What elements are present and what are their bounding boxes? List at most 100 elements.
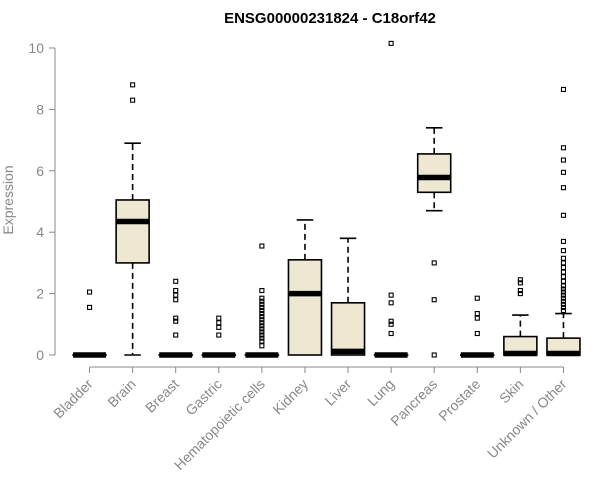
outlier-point xyxy=(517,280,523,286)
box-gastric xyxy=(201,315,237,358)
y-axis-title: Expression xyxy=(0,165,16,234)
outlier-point xyxy=(560,86,567,92)
x-tick-label: Breast xyxy=(142,376,182,416)
outlier-point xyxy=(560,295,567,301)
outlier-point xyxy=(216,332,222,338)
outlier-point xyxy=(259,320,265,326)
x-tick-label: Pancreas xyxy=(387,376,440,429)
x-tick-label: Skin xyxy=(496,376,527,407)
outlier-point xyxy=(259,287,265,294)
outlier-point xyxy=(216,324,222,330)
outlier-point xyxy=(560,274,567,280)
x-tick-label: Lung xyxy=(364,376,397,409)
y-tick-label: 10 xyxy=(28,40,44,56)
x-tick-label: Gastric xyxy=(182,376,225,419)
outlier-point xyxy=(259,317,265,323)
outlier-point xyxy=(560,298,567,304)
y-tick-label: 0 xyxy=(36,347,44,363)
y-tick-label: 2 xyxy=(36,286,44,302)
outlier-point xyxy=(259,307,265,314)
box-bladder xyxy=(72,289,107,358)
outlier-point xyxy=(130,97,136,103)
x-tick-label: Prostate xyxy=(435,376,483,424)
outlier-point xyxy=(560,185,567,191)
outlier-point xyxy=(560,304,567,310)
outlier-point xyxy=(474,315,480,321)
outlier-point xyxy=(517,287,523,294)
outlier-point xyxy=(130,82,136,88)
x-tick-label: Unknown / Other xyxy=(484,376,570,462)
outlier-point xyxy=(173,287,179,294)
outlier-point xyxy=(173,315,179,321)
outlier-point xyxy=(259,326,265,332)
outlier-point xyxy=(560,248,567,254)
outlier-point xyxy=(259,243,265,249)
outlier-point xyxy=(517,277,523,283)
outlier-point xyxy=(259,343,265,349)
outlier-point xyxy=(259,332,265,338)
outlier-point xyxy=(259,323,265,329)
outlier-point xyxy=(560,286,567,292)
box-breast xyxy=(158,278,194,358)
x-tick-label: Kidney xyxy=(269,376,311,418)
outlier-point xyxy=(259,295,265,301)
chart-title: ENSG00000231824 - C18orf42 xyxy=(224,10,436,27)
box-brain xyxy=(115,82,150,356)
outlier-point xyxy=(431,297,437,303)
outlier-point xyxy=(560,292,567,298)
box-body xyxy=(115,199,150,264)
outlier-point xyxy=(173,292,179,298)
outlier-point xyxy=(259,335,265,341)
outlier-point xyxy=(259,338,265,344)
outlier-point xyxy=(86,304,93,310)
outlier-point xyxy=(173,297,179,303)
outlier-point xyxy=(560,283,567,289)
outlier-point xyxy=(173,318,179,324)
outlier-point xyxy=(431,352,437,358)
outlier-point xyxy=(474,330,480,337)
outlier-point xyxy=(474,295,480,301)
outlier-point xyxy=(560,157,567,163)
outlier-point xyxy=(560,269,567,275)
outlier-point xyxy=(259,329,265,335)
outlier-point xyxy=(86,289,93,295)
box-hematopoietic-cells xyxy=(244,243,280,358)
box-kidney xyxy=(287,219,323,356)
box-body xyxy=(287,259,323,356)
outlier-point xyxy=(259,304,265,310)
outlier-point xyxy=(388,321,394,327)
outlier-point xyxy=(560,212,567,218)
box-lung xyxy=(373,40,409,358)
box-body xyxy=(416,153,452,194)
y-axis: 0 2 4 6 8 10 xyxy=(28,40,56,363)
box-skin xyxy=(503,277,538,357)
outlier-point xyxy=(388,318,394,324)
outlier-point xyxy=(560,278,567,284)
outlier-point xyxy=(259,301,265,307)
outlier-point xyxy=(560,301,567,307)
x-tick-label: Bladder xyxy=(50,376,96,422)
outlier-point xyxy=(173,278,179,284)
outlier-point xyxy=(560,289,567,295)
outlier-point xyxy=(431,260,437,266)
box-body xyxy=(330,302,366,356)
box-prostate xyxy=(459,295,495,358)
outlier-point xyxy=(259,298,265,304)
outlier-point xyxy=(388,292,394,298)
outlier-point xyxy=(560,255,567,261)
boxes-group xyxy=(72,40,581,358)
outlier-point xyxy=(216,315,222,321)
x-tick-label: Brain xyxy=(104,376,138,410)
outlier-point xyxy=(173,332,179,338)
outlier-point xyxy=(259,314,265,320)
y-tick-label: 4 xyxy=(36,224,44,240)
outlier-point xyxy=(560,238,567,244)
outlier-point xyxy=(560,307,567,314)
outlier-point xyxy=(517,291,523,297)
outlier-point xyxy=(560,260,567,266)
box-liver xyxy=(330,237,366,356)
outlier-point xyxy=(560,169,567,175)
outlier-point xyxy=(388,300,394,306)
